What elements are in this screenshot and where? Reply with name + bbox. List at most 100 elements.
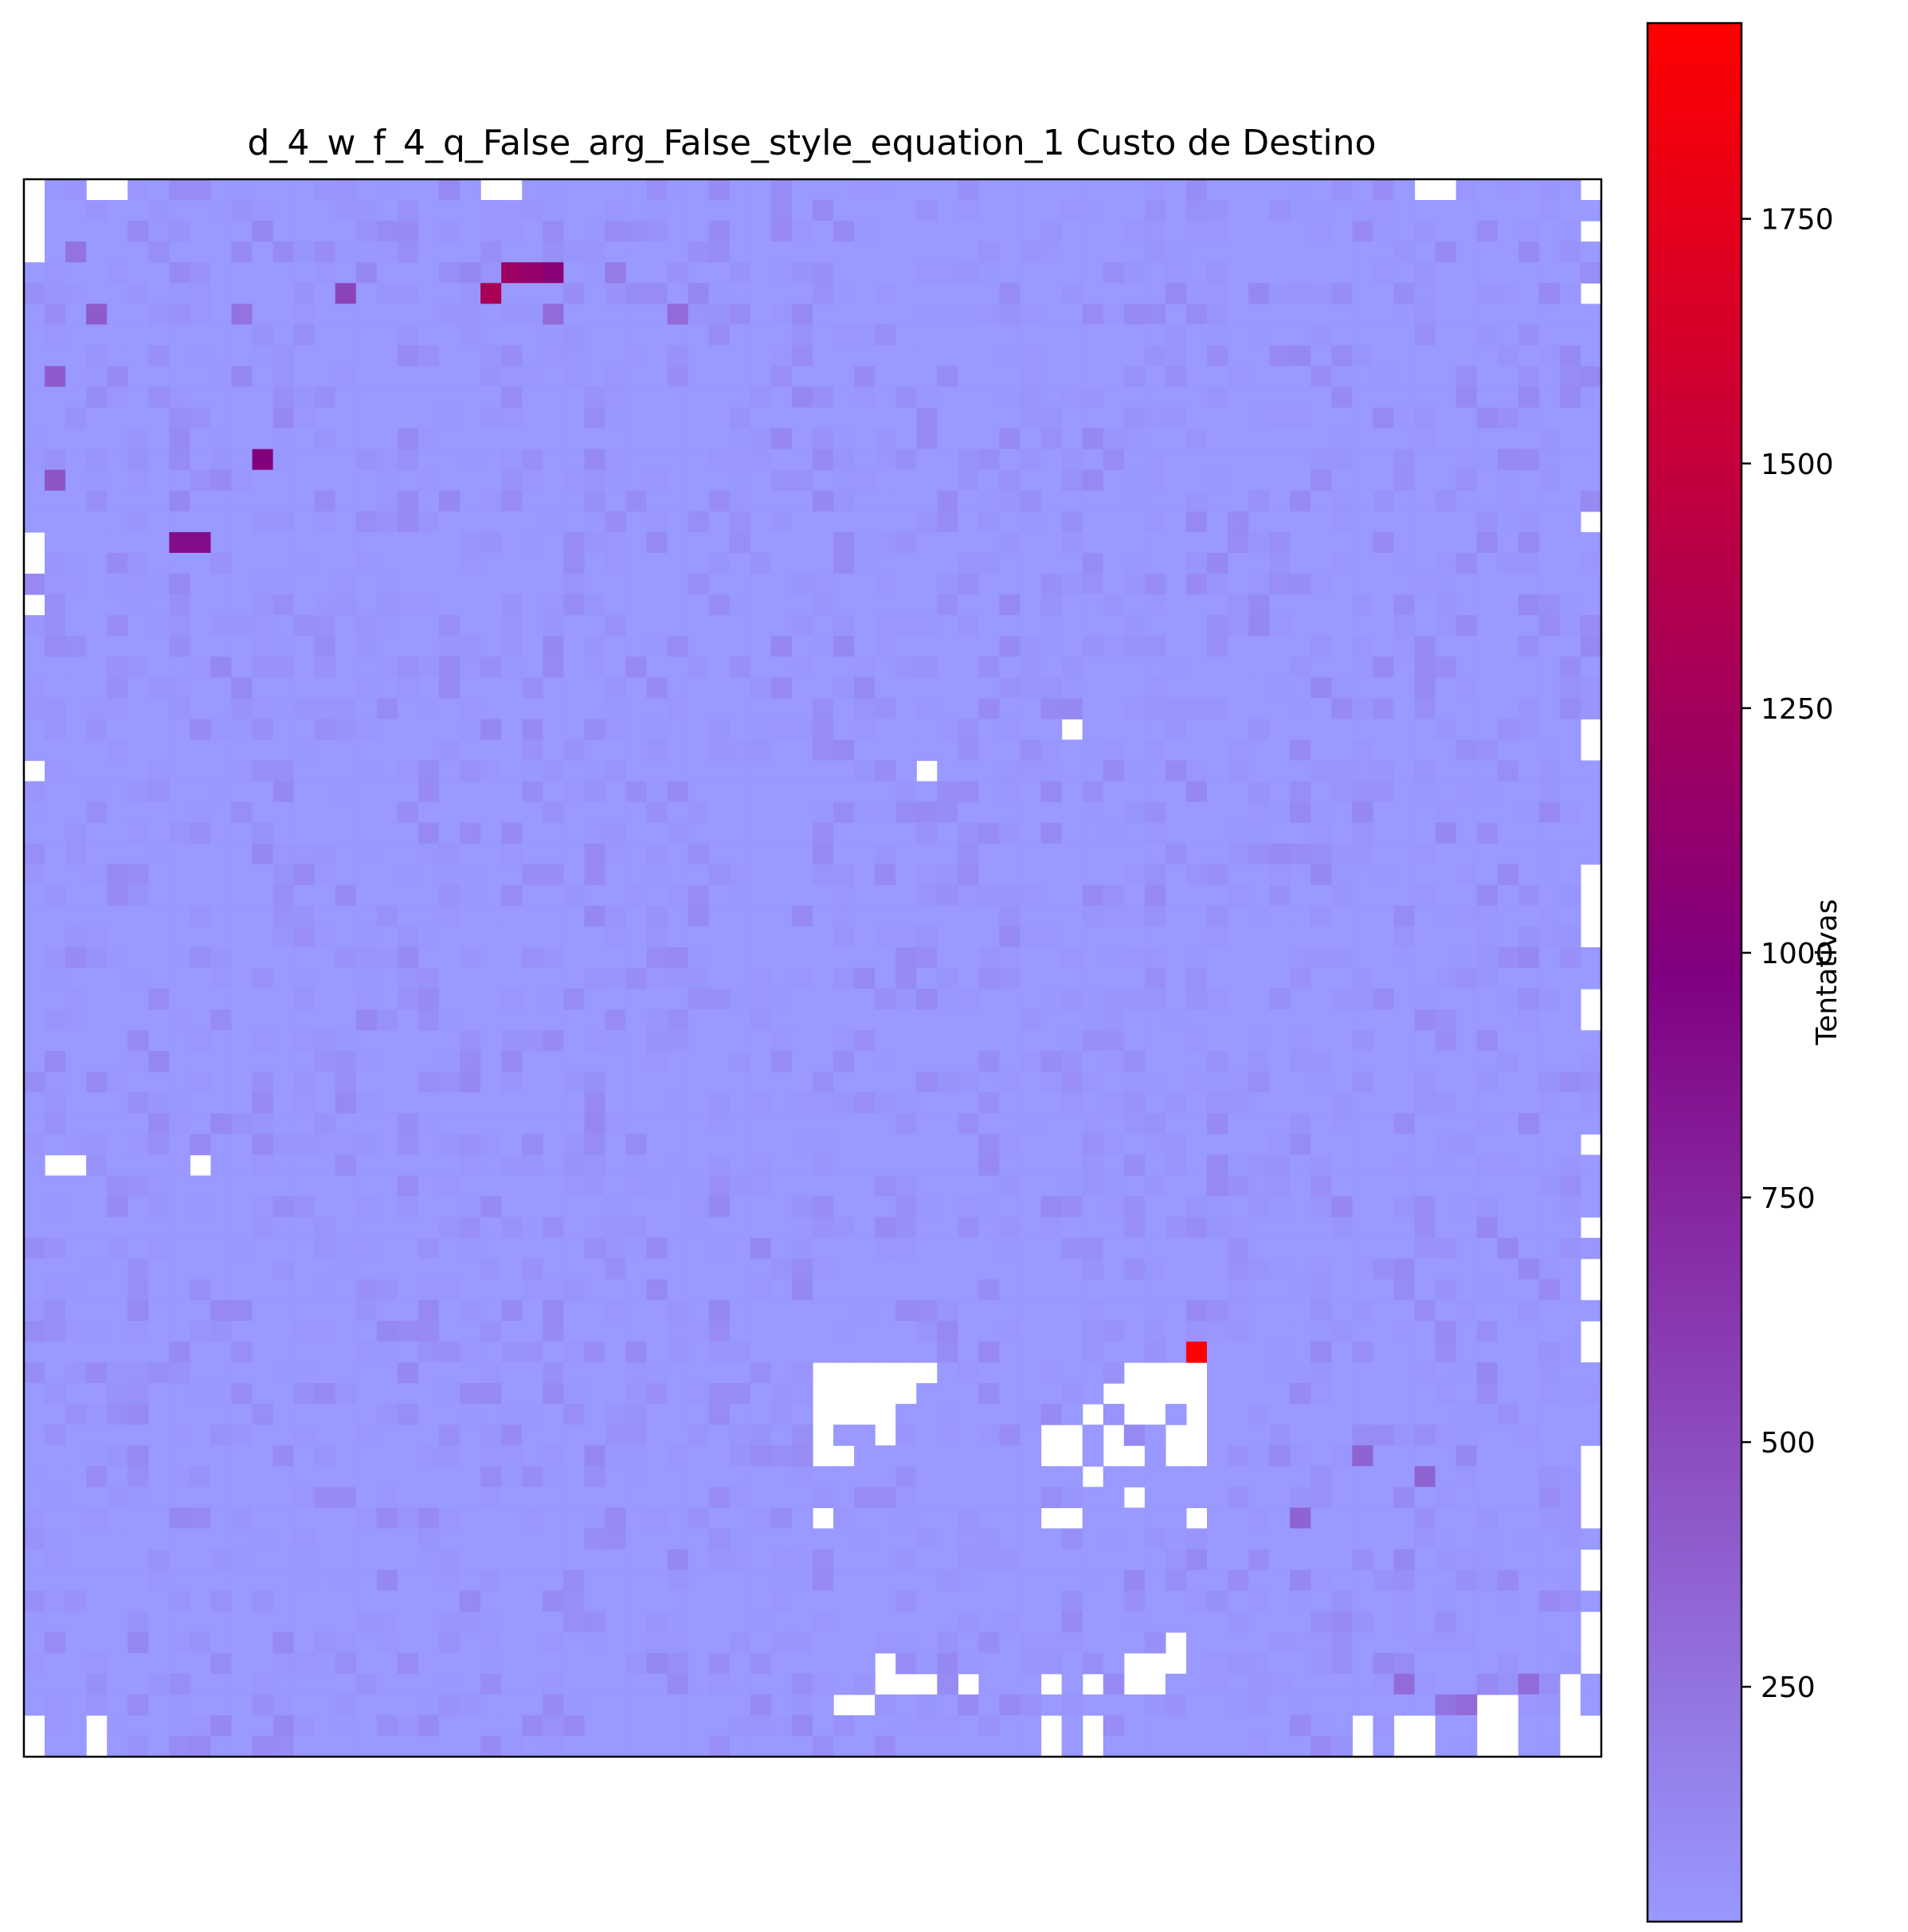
heatmap-cell bbox=[1123, 511, 1146, 533]
heatmap-cell bbox=[1061, 1383, 1083, 1405]
heatmap-cell bbox=[190, 1113, 212, 1135]
heatmap-cell bbox=[750, 1487, 772, 1508]
heatmap-cell bbox=[750, 324, 772, 347]
heatmap-cell bbox=[1435, 1113, 1457, 1135]
heatmap-cell bbox=[272, 241, 295, 263]
heatmap-cell bbox=[107, 407, 128, 429]
heatmap-cell bbox=[1248, 511, 1270, 533]
heatmap-cell bbox=[1455, 1404, 1478, 1425]
heatmap-cell bbox=[1311, 407, 1332, 429]
heatmap-cell bbox=[833, 1528, 855, 1550]
heatmap-cell bbox=[480, 200, 502, 221]
heatmap-cell bbox=[916, 594, 938, 616]
heatmap-cell bbox=[1373, 386, 1395, 409]
heatmap-cell bbox=[978, 656, 1001, 678]
heatmap-cell bbox=[605, 449, 627, 471]
heatmap-cell bbox=[729, 1320, 751, 1342]
heatmap-cell bbox=[895, 946, 917, 969]
heatmap-cell bbox=[522, 283, 543, 304]
heatmap-cell bbox=[1352, 1113, 1374, 1135]
heatmap-cell bbox=[1061, 1030, 1083, 1052]
heatmap-cell bbox=[418, 1341, 440, 1363]
heatmap-cell bbox=[1331, 1362, 1353, 1384]
heatmap-cell bbox=[875, 968, 896, 990]
heatmap-cell bbox=[439, 1425, 460, 1446]
heatmap-cell bbox=[916, 822, 938, 845]
heatmap-cell bbox=[107, 843, 128, 865]
heatmap-cell bbox=[1414, 1549, 1436, 1571]
heatmap-cell bbox=[460, 221, 481, 242]
heatmap-cell bbox=[1393, 1487, 1416, 1508]
heatmap-cell bbox=[729, 179, 751, 201]
heatmap-cell bbox=[791, 531, 813, 554]
heatmap-cell bbox=[210, 1383, 233, 1405]
heatmap-cell bbox=[1518, 552, 1540, 574]
heatmap-cell bbox=[335, 1092, 357, 1114]
heatmap-cell bbox=[1518, 1217, 1540, 1239]
heatmap-cell bbox=[1040, 1320, 1063, 1342]
heatmap-cell bbox=[875, 1175, 896, 1197]
heatmap-cell bbox=[1040, 1466, 1063, 1487]
heatmap-cell bbox=[1082, 968, 1104, 990]
heatmap-cell bbox=[252, 1134, 274, 1156]
heatmap-cell bbox=[231, 884, 253, 907]
heatmap-cell bbox=[1269, 884, 1291, 907]
heatmap-cell bbox=[127, 884, 149, 907]
heatmap-cell bbox=[916, 1279, 938, 1301]
heatmap-cell bbox=[1144, 407, 1166, 429]
heatmap-cell bbox=[646, 822, 668, 845]
heatmap-cell bbox=[1497, 864, 1519, 886]
heatmap-cell bbox=[252, 200, 274, 221]
heatmap-cell bbox=[875, 698, 896, 719]
heatmap-cell bbox=[1269, 1134, 1291, 1156]
heatmap-cell bbox=[895, 926, 917, 948]
heatmap-cell bbox=[1476, 989, 1499, 1010]
heatmap-cell bbox=[522, 345, 543, 367]
heatmap-cell bbox=[708, 884, 731, 907]
heatmap-cell bbox=[24, 574, 45, 595]
heatmap-cell bbox=[272, 1528, 295, 1550]
heatmap-cell bbox=[1103, 760, 1125, 782]
heatmap-cell bbox=[439, 1341, 460, 1363]
heatmap-cell bbox=[480, 822, 502, 845]
heatmap-cell bbox=[169, 1466, 191, 1487]
heatmap-cell bbox=[605, 469, 627, 492]
heatmap-cell bbox=[1082, 1258, 1104, 1280]
heatmap-cell bbox=[605, 1362, 627, 1384]
heatmap-cell bbox=[646, 1258, 668, 1280]
heatmap-cell bbox=[999, 1445, 1021, 1467]
heatmap-cell bbox=[1040, 1404, 1063, 1425]
heatmap-cell bbox=[1020, 262, 1042, 284]
heatmap-cell bbox=[1538, 884, 1561, 907]
heatmap-cell bbox=[563, 283, 586, 304]
heatmap-cell bbox=[729, 1528, 751, 1550]
heatmap-cell bbox=[355, 1072, 378, 1093]
heatmap-cell bbox=[1373, 1404, 1395, 1425]
heatmap-cell bbox=[127, 1113, 149, 1135]
heatmap-cell bbox=[916, 656, 938, 678]
heatmap-cell bbox=[231, 1404, 253, 1425]
heatmap-cell bbox=[646, 262, 668, 284]
heatmap-cell bbox=[1207, 1362, 1228, 1384]
heatmap-cell bbox=[107, 1009, 128, 1031]
heatmap-cell bbox=[1228, 221, 1249, 242]
heatmap-cell bbox=[293, 760, 315, 782]
heatmap-cell bbox=[272, 968, 295, 990]
heatmap-cell bbox=[148, 428, 170, 450]
heatmap-cell bbox=[1311, 1528, 1332, 1550]
heatmap-cell bbox=[480, 1154, 502, 1177]
heatmap-cell bbox=[791, 926, 813, 948]
heatmap-cell bbox=[1290, 1072, 1311, 1093]
heatmap-cell bbox=[791, 574, 813, 595]
heatmap-cell bbox=[1373, 1196, 1395, 1218]
heatmap-cell bbox=[750, 864, 772, 886]
heatmap-cell bbox=[1352, 1009, 1374, 1031]
heatmap-cell bbox=[418, 1299, 440, 1322]
heatmap-cell bbox=[1165, 1092, 1187, 1114]
heatmap-cell bbox=[314, 1196, 336, 1218]
heatmap-cell bbox=[916, 283, 938, 304]
heatmap-cell bbox=[1352, 324, 1374, 347]
heatmap-cell bbox=[1290, 1009, 1311, 1031]
heatmap-cell bbox=[418, 511, 440, 533]
heatmap-cell bbox=[190, 1196, 212, 1218]
